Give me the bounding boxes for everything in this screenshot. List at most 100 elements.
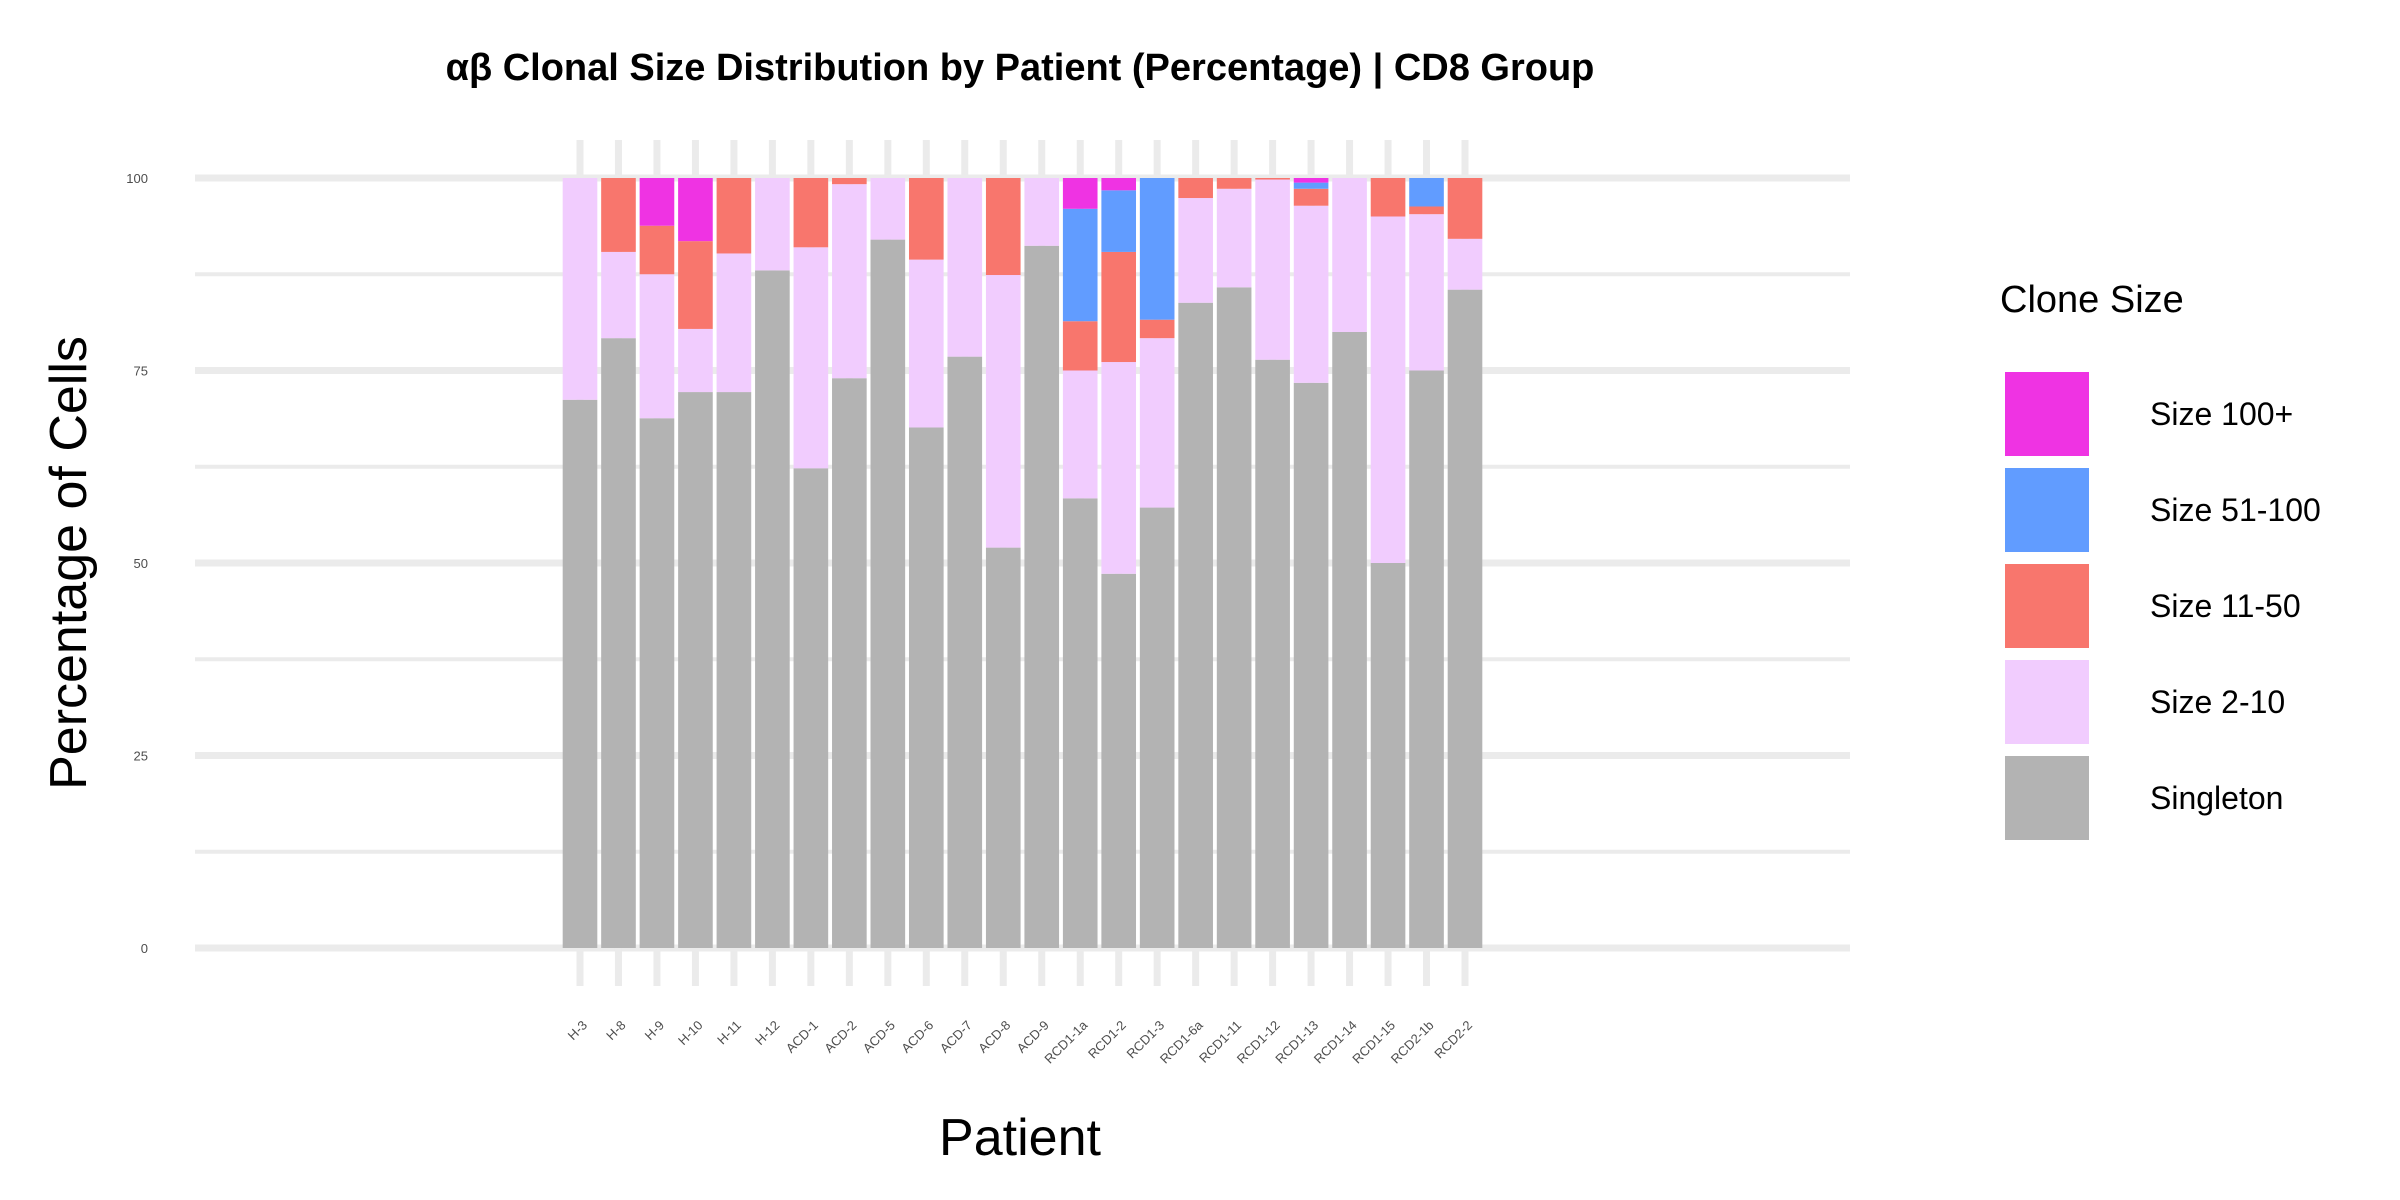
chart-title: αβ Clonal Size Distribution by Patient (… (446, 47, 1595, 89)
bar-segment (985, 547, 1021, 948)
legend-label: Size 100+ (2150, 396, 2293, 432)
bar-segment (908, 427, 944, 949)
x-tick-label: H-8 (603, 1018, 628, 1043)
legend-label: Size 2-10 (2150, 684, 2285, 720)
legend-label: Singleton (2150, 780, 2283, 816)
bar-segment (1216, 178, 1252, 189)
bar-segment (985, 178, 1021, 276)
bar-segment (1216, 287, 1252, 949)
bar-segment (947, 178, 983, 357)
x-tick-label: RCD1-1a (1041, 1017, 1090, 1066)
bar-segment (1139, 319, 1175, 339)
bar-segment (832, 378, 867, 948)
x-tick-label: ACD-1 (783, 1018, 821, 1056)
bar-segment (832, 178, 867, 185)
bar-segment (639, 178, 675, 226)
x-axis-title: Patient (939, 1109, 1101, 1167)
bar-segment (985, 275, 1021, 548)
y-tick-label: 50 (134, 556, 148, 571)
legend-swatch (2005, 756, 2089, 840)
bar-segment (716, 178, 752, 254)
x-axis-ticks: H-3 H-8 H-9 H-10 H-11 H-12 ACD-1 ACD-2 ACD-5 ACD-… (565, 1017, 1475, 1066)
bar-segment (1139, 338, 1175, 508)
bar-segment (562, 399, 598, 948)
bar-segment (1293, 178, 1329, 183)
legend: Clone Size Size 100+ Size 51-100 Size 11-5… (2000, 279, 2321, 840)
x-tick-label: RCD1-2 (1085, 1018, 1129, 1062)
bar-segment (1447, 178, 1483, 239)
bar-segment (562, 178, 598, 400)
bar-segment (1178, 198, 1213, 303)
bar-segment (1024, 178, 1060, 246)
x-tick-label: H-9 (642, 1018, 667, 1043)
bar-segment (1293, 205, 1329, 383)
x-tick-label: ACD-6 (898, 1018, 936, 1056)
bar-segment (870, 239, 906, 949)
bar-segment (716, 392, 752, 948)
bar-segment (832, 184, 867, 379)
x-tick-label: H-11 (714, 1018, 744, 1048)
bars (562, 178, 1483, 949)
y-axis-ticks: 0 25 50 75 100 (126, 171, 148, 956)
bar-segment (1332, 178, 1367, 332)
bar-segment (1178, 178, 1213, 199)
bar-segment (678, 328, 713, 393)
legend-swatch (2005, 564, 2089, 648)
bar-segment (793, 247, 829, 469)
x-tick-label: ACD-2 (821, 1018, 859, 1056)
bar-segment (601, 178, 636, 252)
bar-segment (793, 178, 829, 248)
legend-swatch (2005, 372, 2089, 456)
bar-segment (1293, 188, 1329, 206)
bar-segment (639, 418, 675, 948)
bar-segment (1101, 190, 1137, 252)
bar-segment (1370, 178, 1406, 217)
bar-segment (1370, 563, 1406, 948)
bar-segment (1062, 498, 1098, 948)
bar-segment (1101, 362, 1137, 574)
bar-segment (1139, 178, 1175, 320)
bar-segment (1062, 370, 1098, 499)
bar-segment (639, 225, 675, 275)
bar-segment (678, 178, 713, 242)
bar-segment (678, 241, 713, 329)
bar-segment (1216, 188, 1252, 288)
y-tick-label: 0 (141, 941, 148, 956)
bar-segment (716, 253, 752, 393)
legend-label: Size 11-50 (2150, 588, 2301, 624)
bar-segment (755, 270, 790, 948)
bar-segment (1370, 216, 1406, 563)
y-tick-label: 100 (126, 171, 148, 186)
bar-segment (1409, 178, 1444, 207)
bar-segment (1062, 208, 1098, 322)
bar-segment (1447, 238, 1483, 290)
y-axis-title: Percentage of Cells (40, 336, 98, 790)
grid (195, 140, 1850, 986)
x-tick-label: ACD-8 (975, 1018, 1013, 1056)
bar-segment (793, 468, 829, 948)
bar-segment (1062, 321, 1098, 371)
legend-swatch (2005, 660, 2089, 744)
bar-segment (1062, 178, 1098, 209)
bar-segment (1255, 359, 1290, 949)
bar-segment (601, 338, 636, 948)
bar-segment (601, 251, 636, 339)
bar-segment (1139, 507, 1175, 948)
bar-segment (1178, 302, 1213, 948)
bar-segment (1255, 178, 1290, 180)
x-tick-label: ACD-5 (860, 1018, 898, 1056)
x-tick-label: RCD2-2 (1431, 1018, 1475, 1062)
x-tick-label: H-10 (675, 1018, 706, 1049)
legend-title: Clone Size (2000, 279, 2184, 321)
y-tick-label: 25 (134, 749, 148, 764)
bar-segment (908, 178, 944, 260)
bar-segment (639, 274, 675, 419)
bar-segment (1409, 206, 1444, 215)
bar-segment (678, 392, 713, 948)
y-tick-label: 75 (134, 364, 148, 379)
bar-segment (1101, 573, 1137, 948)
x-tick-label: RCD2-1b (1388, 1018, 1437, 1067)
bar-segment (1255, 179, 1290, 360)
bar-segment (1332, 332, 1367, 948)
